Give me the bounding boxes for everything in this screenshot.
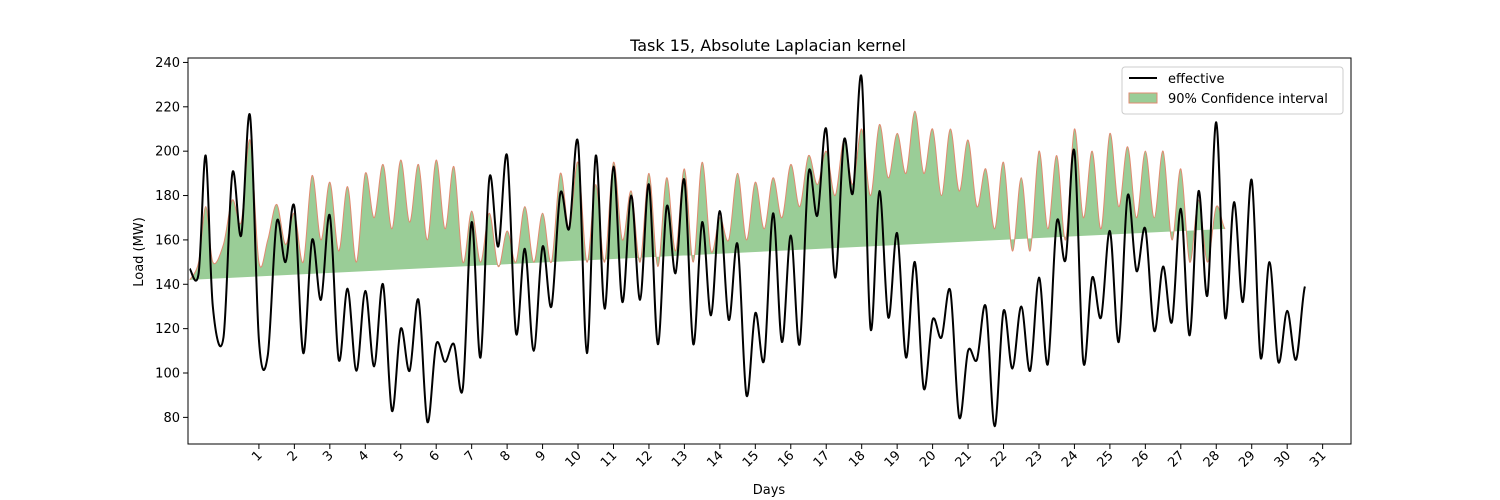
- chart-title: Task 15, Absolute Laplacian kernel: [629, 36, 906, 55]
- plot-area: [188, 74, 1306, 428]
- y-tick-label: 100: [155, 367, 180, 382]
- x-axis-label: Days: [753, 483, 786, 498]
- y-axis: 80 100 120 140 160 180 200 220 240: [155, 56, 188, 426]
- y-tick-label: 140: [155, 278, 180, 293]
- y-tick-label: 160: [155, 233, 180, 248]
- legend: effective 90% Confidence interval: [1121, 66, 1344, 115]
- legend-box: [1121, 66, 1344, 115]
- y-tick-label: 240: [155, 56, 180, 71]
- y-tick-label: 80: [163, 411, 180, 426]
- plot-frame: [187, 57, 1352, 445]
- legend-ci-label: 90% Confidence interval: [1168, 92, 1328, 107]
- y-tick-label: 200: [155, 145, 180, 160]
- y-axis-label: Load (MW): [132, 217, 147, 287]
- y-tick-label: 220: [155, 100, 180, 115]
- y-tick-label: 120: [155, 322, 180, 337]
- legend-effective-label: effective: [1168, 72, 1225, 87]
- y-tick-label: 180: [155, 189, 180, 204]
- effective-series-line: [188, 74, 1306, 428]
- legend-ci-swatch: [1128, 92, 1158, 104]
- confidence-interval-band: [189, 110, 1226, 281]
